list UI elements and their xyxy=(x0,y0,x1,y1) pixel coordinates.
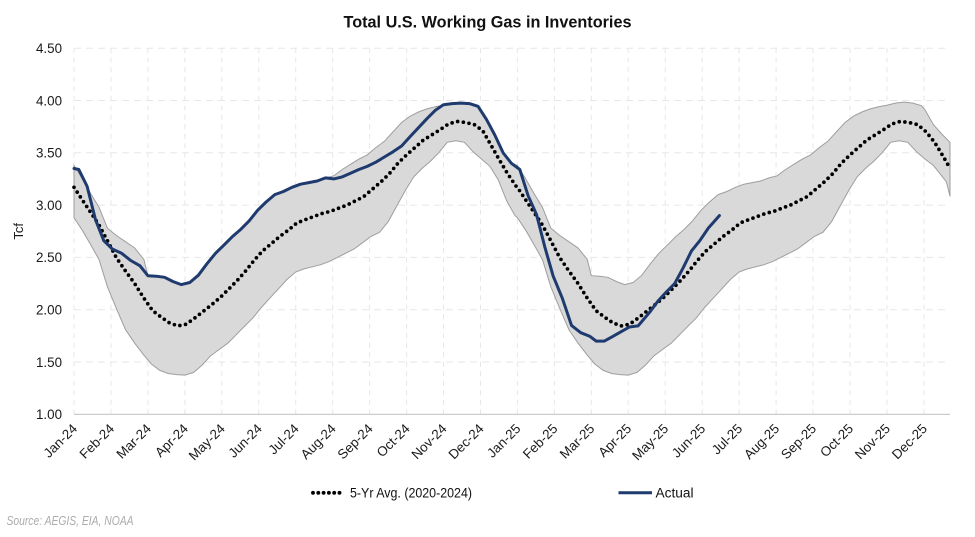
svg-text:1.00: 1.00 xyxy=(36,407,62,422)
svg-text:4.00: 4.00 xyxy=(36,93,62,108)
svg-text:3.00: 3.00 xyxy=(36,198,62,213)
svg-text:3.50: 3.50 xyxy=(36,146,62,161)
svg-text:4.50: 4.50 xyxy=(36,41,62,56)
svg-text:Tcf: Tcf xyxy=(11,223,26,240)
svg-text:2.50: 2.50 xyxy=(36,250,62,265)
svg-text:2.00: 2.00 xyxy=(36,303,62,318)
svg-text:5-Yr Avg. (2020-2024): 5-Yr Avg. (2020-2024) xyxy=(350,486,472,501)
svg-text:Total U.S. Working Gas in Inve: Total U.S. Working Gas in Inventories xyxy=(344,13,632,32)
svg-text:Source: AEGIS, EIA, NOAA: Source: AEGIS, EIA, NOAA xyxy=(7,514,134,528)
svg-text:Actual: Actual xyxy=(656,486,694,501)
svg-text:1.50: 1.50 xyxy=(36,355,62,370)
